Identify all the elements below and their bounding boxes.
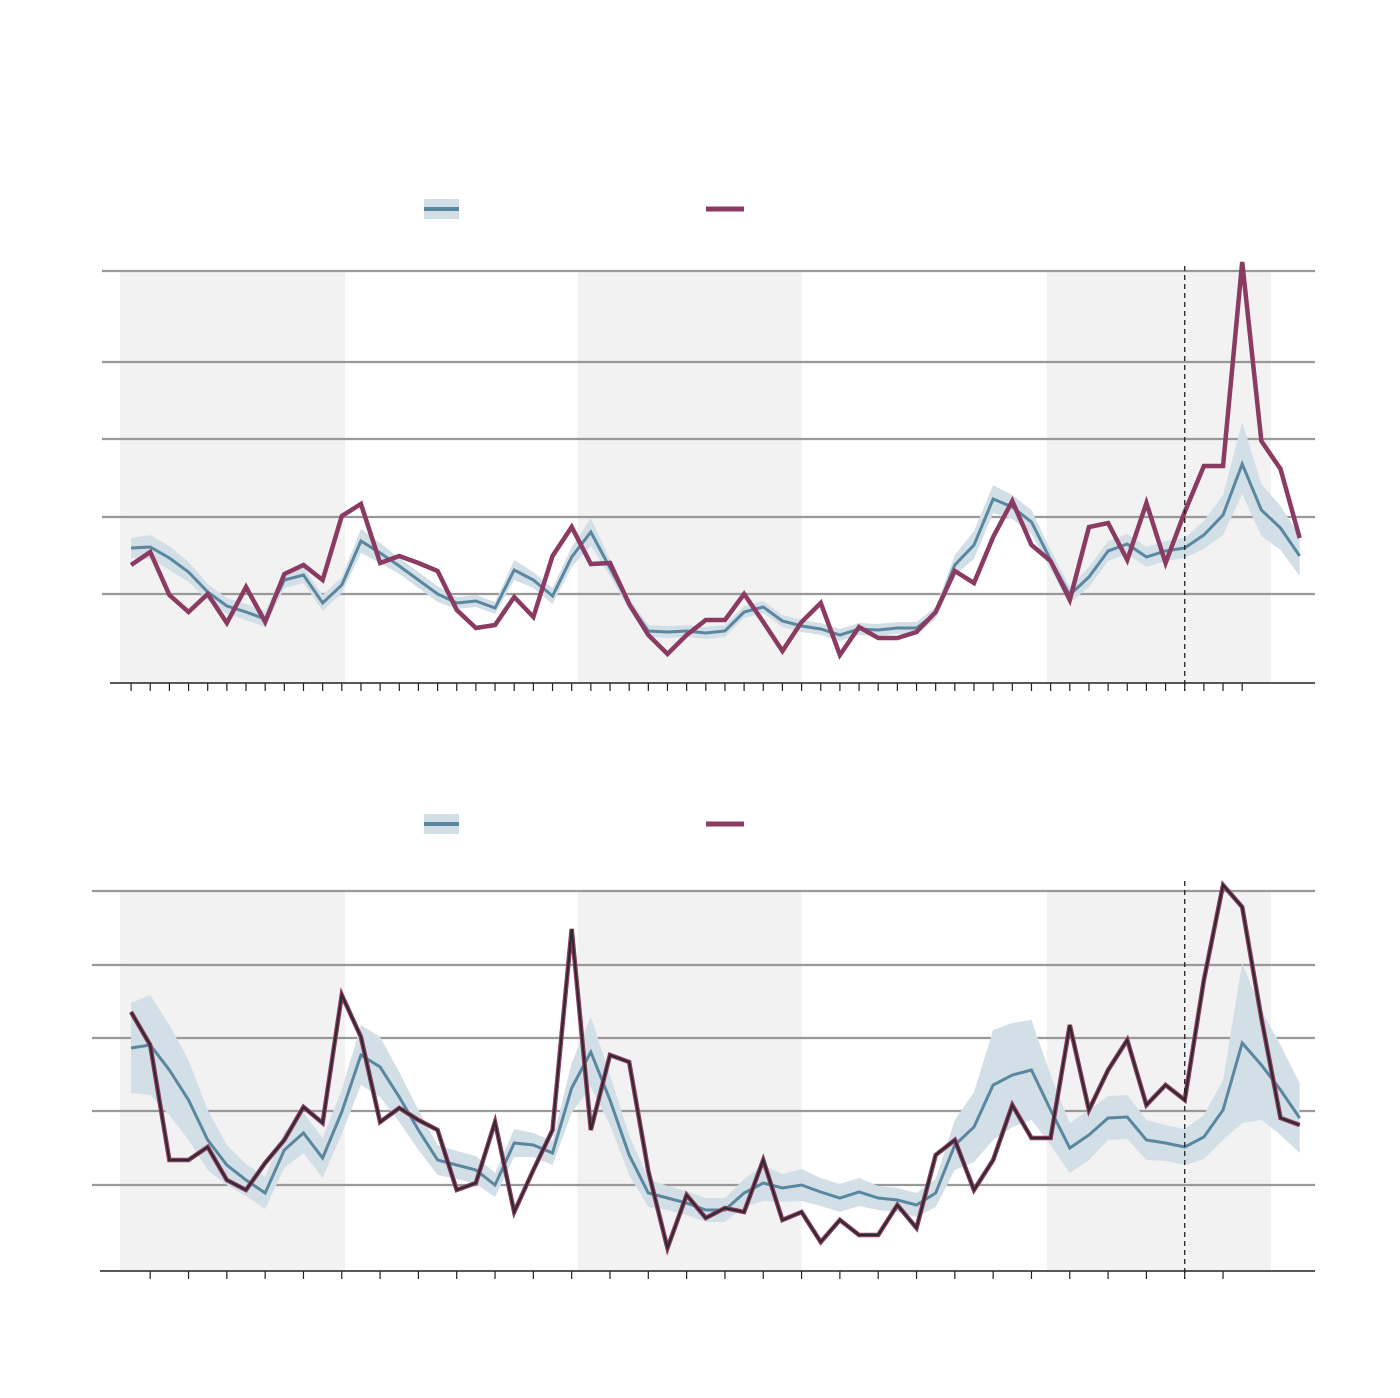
series-line: [130, 1039, 1301, 1212]
series-line: [129, 261, 1302, 660]
shaded-span: [577, 271, 802, 683]
series-overlay-line: [130, 882, 1301, 1252]
confidence-band: [131, 963, 1300, 1222]
shaded-span: [120, 271, 346, 683]
series-line: [130, 459, 1301, 637]
confidence-band: [131, 422, 1300, 641]
